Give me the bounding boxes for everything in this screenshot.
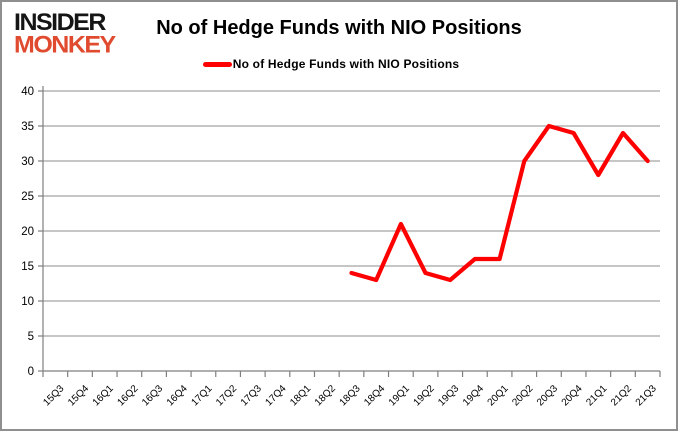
svg-text:16Q1: 16Q1	[91, 383, 116, 408]
svg-text:18Q4: 18Q4	[362, 383, 387, 408]
svg-text:16Q2: 16Q2	[115, 383, 140, 408]
svg-text:30: 30	[21, 156, 34, 168]
svg-text:10: 10	[21, 296, 34, 308]
legend: No of Hedge Funds with NIO Positions	[0, 57, 668, 71]
svg-text:18Q2: 18Q2	[313, 383, 338, 408]
chart-title: No of Hedge Funds with NIO Positions	[156, 17, 522, 39]
legend-line-swatch	[202, 61, 232, 67]
svg-text:20: 20	[21, 226, 34, 238]
svg-text:17Q1: 17Q1	[189, 383, 214, 408]
svg-text:17Q2: 17Q2	[214, 383, 239, 408]
logo-text-monkey: MONKEY	[14, 31, 116, 59]
svg-text:25: 25	[21, 191, 34, 203]
svg-text:20Q4: 20Q4	[560, 383, 585, 408]
svg-text:20Q1: 20Q1	[486, 383, 511, 408]
svg-text:18Q3: 18Q3	[338, 383, 363, 408]
insider-monkey-logo: INSIDER MONKEY	[14, 8, 116, 59]
legend-label: No of Hedge Funds with NIO Positions	[232, 57, 460, 71]
svg-text:21Q1: 21Q1	[584, 383, 609, 408]
svg-text:20Q3: 20Q3	[535, 383, 560, 408]
svg-text:0: 0	[28, 366, 34, 378]
svg-text:15: 15	[21, 261, 34, 273]
svg-text:18Q1: 18Q1	[288, 383, 313, 408]
svg-text:19Q1: 19Q1	[387, 383, 412, 408]
svg-text:19Q4: 19Q4	[461, 383, 486, 408]
svg-text:40: 40	[21, 86, 34, 98]
svg-text:15Q3: 15Q3	[41, 383, 66, 408]
svg-text:16Q3: 16Q3	[140, 383, 165, 408]
svg-text:35: 35	[21, 121, 34, 133]
svg-text:21Q2: 21Q2	[609, 383, 634, 408]
svg-text:19Q2: 19Q2	[412, 383, 437, 408]
svg-text:15Q4: 15Q4	[66, 383, 91, 408]
svg-text:17Q3: 17Q3	[239, 383, 264, 408]
svg-text:17Q4: 17Q4	[264, 383, 289, 408]
svg-text:16Q4: 16Q4	[165, 383, 190, 408]
svg-text:21Q3: 21Q3	[634, 383, 659, 408]
svg-text:5: 5	[28, 331, 34, 343]
logo-text-insider: INSIDER	[14, 8, 106, 36]
svg-text:20Q2: 20Q2	[510, 383, 535, 408]
svg-text:19Q3: 19Q3	[436, 383, 461, 408]
